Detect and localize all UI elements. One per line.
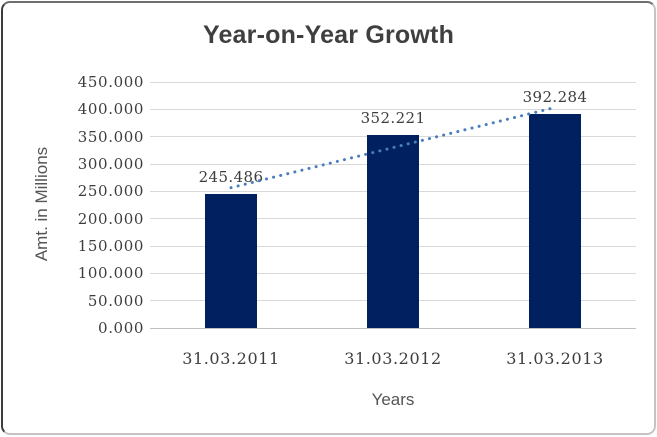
bar-31.03.2012 (367, 135, 419, 328)
y-tick-label: 250.000 (77, 182, 144, 201)
x-axis-title: Years (371, 390, 415, 409)
bar-value-label: 352.221 (360, 109, 426, 128)
y-tick-label: 350.000 (77, 127, 144, 146)
y-tick-label: 400.000 (77, 100, 144, 119)
x-tick-label: 31.03.2012 (344, 349, 442, 368)
bar-31.03.2011 (205, 193, 257, 328)
y-tick-label: 450.000 (77, 73, 144, 91)
y-tick-label: 0.000 (98, 319, 144, 337)
y-tick-label: 150.000 (77, 237, 144, 255)
bar-31.03.2013 (529, 113, 581, 328)
y-tick-label: 300.000 (77, 155, 144, 173)
bar-value-label: 392.284 (522, 87, 588, 106)
gridline (150, 81, 636, 83)
y-tick-label: 50.000 (87, 291, 144, 310)
chart-title: Year-on-Year Growth (202, 21, 455, 49)
x-tick-label: 31.03.2013 (506, 349, 604, 368)
y-tick-label: 100.000 (77, 264, 144, 283)
x-tick-label: 31.03.2011 (182, 349, 280, 368)
y-tick-label: 200.000 (77, 209, 144, 228)
gridline (150, 327, 636, 329)
bar-value-label: 245.486 (198, 167, 264, 186)
